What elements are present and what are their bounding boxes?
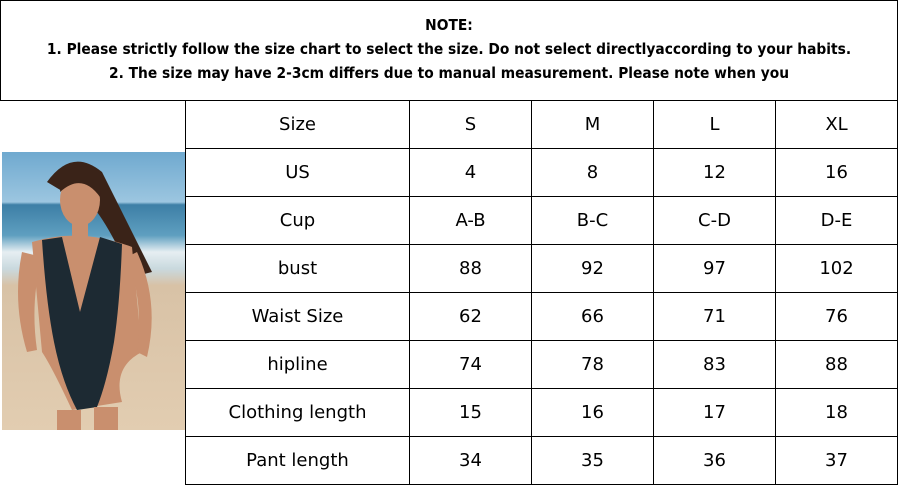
- size-chart-table: Size S M L XL US 4 8 12 16 Cup A-B B-C C-D D-E bust 88 92…: [185, 100, 898, 485]
- table-row: Clothing length 15 16 17 18: [185, 388, 898, 437]
- table-row: bust 88 92 97 102: [185, 244, 898, 293]
- table-cell: 97: [653, 244, 776, 293]
- table-row: hipline 74 78 83 88: [185, 340, 898, 389]
- table-cell: 66: [531, 292, 654, 341]
- table-cell: 62: [409, 292, 532, 341]
- table-row: Size S M L XL: [185, 100, 898, 149]
- table-cell: 71: [653, 292, 776, 341]
- table-row: Pant length 34 35 36 37: [185, 436, 898, 485]
- table-cell: S: [409, 100, 532, 149]
- table-row: Waist Size 62 66 71 76: [185, 292, 898, 341]
- table-cell: L: [653, 100, 776, 149]
- row-label: Pant length: [185, 436, 410, 485]
- row-label: Size: [185, 100, 410, 149]
- table-cell: 34: [409, 436, 532, 485]
- row-label: Cup: [185, 196, 410, 245]
- table-row: US 4 8 12 16: [185, 148, 898, 197]
- table-cell: XL: [775, 100, 898, 149]
- table-cell: M: [531, 100, 654, 149]
- table-cell: 83: [653, 340, 776, 389]
- note-box: NOTE: 1. Please strictly follow the size…: [0, 0, 898, 101]
- table-cell: 16: [531, 388, 654, 437]
- table-cell: 36: [653, 436, 776, 485]
- table-cell: 88: [775, 340, 898, 389]
- row-label: Clothing length: [185, 388, 410, 437]
- note-line-1: 1. Please strictly follow the size chart…: [46, 40, 852, 58]
- table-cell: A-B: [409, 196, 532, 245]
- table-cell: 8: [531, 148, 654, 197]
- table-row: Cup A-B B-C C-D D-E: [185, 196, 898, 245]
- table-cell: 12: [653, 148, 776, 197]
- table-cell: 18: [775, 388, 898, 437]
- table-cell: 16: [775, 148, 898, 197]
- note-line-2: 2. The size may have 2-3cm differs due t…: [108, 64, 790, 82]
- table-cell: D-E: [775, 196, 898, 245]
- table-cell: 78: [531, 340, 654, 389]
- table-cell: 15: [409, 388, 532, 437]
- row-label: US: [185, 148, 410, 197]
- row-label: hipline: [185, 340, 410, 389]
- table-cell: 102: [775, 244, 898, 293]
- model-swimsuit-illustration: [18, 161, 152, 430]
- table-cell: 37: [775, 436, 898, 485]
- table-cell: 17: [653, 388, 776, 437]
- table-cell: 74: [409, 340, 532, 389]
- table-cell: 76: [775, 292, 898, 341]
- table-cell: B-C: [531, 196, 654, 245]
- table-cell: 35: [531, 436, 654, 485]
- row-label: bust: [185, 244, 410, 293]
- note-title: NOTE:: [425, 16, 473, 34]
- table-cell: C-D: [653, 196, 776, 245]
- table-cell: 88: [409, 244, 532, 293]
- row-label: Waist Size: [185, 292, 410, 341]
- table-cell: 4: [409, 148, 532, 197]
- model-photo: [2, 152, 185, 430]
- table-cell: 92: [531, 244, 654, 293]
